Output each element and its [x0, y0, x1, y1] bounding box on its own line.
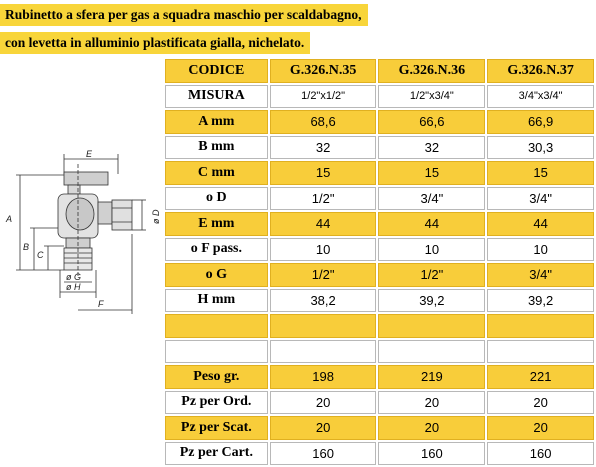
table-cell: 1/2" — [378, 263, 486, 287]
table-row — [165, 314, 594, 338]
table-cell: 10 — [269, 237, 377, 261]
label-f: F — [98, 299, 104, 309]
row-label: Peso gr. — [165, 365, 268, 389]
row-label — [165, 339, 268, 363]
table-row: Pz per Scat. 20 20 20 — [165, 416, 594, 440]
row-label: A mm — [165, 110, 268, 134]
table-cell: 198 — [269, 365, 377, 389]
table-cell: 38,2 — [269, 288, 377, 312]
table-row: A mm 68,6 66,6 66,9 — [165, 110, 594, 134]
table-cell: 20 — [487, 390, 594, 414]
table-cell: 32 — [269, 135, 377, 159]
table-cell: 1/2" — [269, 263, 377, 287]
table-cell: 1/2"x3/4" — [378, 84, 486, 108]
table-cell: 160 — [378, 441, 486, 465]
table-cell: 39,2 — [487, 288, 594, 312]
table-cell — [378, 314, 486, 338]
table-row: o G 1/2" 1/2" 3/4" — [165, 263, 594, 287]
table-cell — [269, 314, 377, 338]
label-c: C — [37, 250, 44, 260]
row-label: H mm — [165, 288, 268, 312]
valve-technical-drawing: E A B C ø D ø G ø H F — [5, 150, 160, 314]
table-cell: 15 — [378, 161, 486, 185]
table-cell: 15 — [269, 161, 377, 185]
row-label: o G — [165, 263, 268, 287]
table-cell: 20 — [378, 390, 486, 414]
table-cell: 66,6 — [378, 110, 486, 134]
row-label — [165, 314, 268, 338]
table-cell: 20 — [487, 416, 594, 440]
table-cell: 30,3 — [487, 135, 594, 159]
table-cell: 66,9 — [487, 110, 594, 134]
table-cell: 219 — [378, 365, 486, 389]
table-cell: 1/2" — [269, 186, 377, 210]
table-cell: 1/2"x1/2" — [269, 84, 377, 108]
table-cell: 44 — [269, 212, 377, 236]
label-e: E — [86, 150, 93, 159]
table-row: H mm 38,2 39,2 39,2 — [165, 288, 594, 312]
table-cell: G.326.N.36 — [378, 59, 486, 83]
row-label: o F pass. — [165, 237, 268, 261]
label-g: ø G — [66, 272, 81, 282]
table-cell: G.326.N.35 — [269, 59, 377, 83]
table-cell: 3/4" — [487, 186, 594, 210]
table-cell: 160 — [487, 441, 594, 465]
table-cell: 20 — [269, 416, 377, 440]
row-label: MISURA — [165, 84, 268, 108]
table-cell — [269, 339, 377, 363]
table-cell: 32 — [378, 135, 486, 159]
table-cell: 44 — [378, 212, 486, 236]
row-label: Pz per Cart. — [165, 441, 268, 465]
table-row: Pz per Ord. 20 20 20 — [165, 390, 594, 414]
label-a: A — [5, 214, 12, 224]
label-h: ø H — [66, 282, 81, 292]
table-row: o F pass. 10 10 10 — [165, 237, 594, 261]
table-cell: 68,6 — [269, 110, 377, 134]
table-row: o D 1/2" 3/4" 3/4" — [165, 186, 594, 210]
row-label: Pz per Ord. — [165, 390, 268, 414]
lever-shape — [63, 171, 109, 186]
table-cell: 44 — [487, 212, 594, 236]
row-label: o D — [165, 186, 268, 210]
row-label: E mm — [165, 212, 268, 236]
table-cell: 3/4"x3/4" — [487, 84, 594, 108]
table-row: MISURA 1/2"x1/2" 1/2"x3/4" 3/4"x3/4" — [165, 84, 594, 108]
table-row: Pz per Cart. 160 160 160 — [165, 441, 594, 465]
table-row: B mm 32 32 30,3 — [165, 135, 594, 159]
title-line-1: Rubinetto a sfera per gas a squadra masc… — [0, 4, 368, 26]
table-cell: 20 — [378, 416, 486, 440]
table-row: C mm 15 15 15 — [165, 161, 594, 185]
table-cell: 39,2 — [378, 288, 486, 312]
table-cell — [487, 314, 594, 338]
table-row: Peso gr. 198 219 221 — [165, 365, 594, 389]
label-b: B — [23, 242, 29, 252]
table-cell — [487, 339, 594, 363]
table-cell: 20 — [269, 390, 377, 414]
table-row: E mm 44 44 44 — [165, 212, 594, 236]
table-cell: 10 — [487, 237, 594, 261]
table-cell: 3/4" — [487, 263, 594, 287]
title-line-2: con levetta in alluminio plastificata gi… — [0, 32, 311, 54]
table-cell — [378, 339, 486, 363]
table-row — [165, 339, 594, 363]
table-cell: 160 — [269, 441, 377, 465]
side-nut — [97, 201, 113, 225]
row-label: C mm — [165, 161, 268, 185]
table-cell: G.326.N.37 — [487, 59, 594, 83]
table-cell: 221 — [487, 365, 594, 389]
label-d: ø D — [151, 209, 160, 224]
table-cell: 3/4" — [378, 186, 486, 210]
row-label: B mm — [165, 135, 268, 159]
row-label: Pz per Scat. — [165, 416, 268, 440]
table-row: CODICE G.326.N.35 G.326.N.36 G.326.N.37 — [165, 59, 594, 83]
table-cell: 10 — [378, 237, 486, 261]
row-label: CODICE — [165, 59, 268, 83]
table-cell: 15 — [487, 161, 594, 185]
spec-table: CODICE G.326.N.35 G.326.N.36 G.326.N.37 MISU… — [163, 57, 596, 467]
